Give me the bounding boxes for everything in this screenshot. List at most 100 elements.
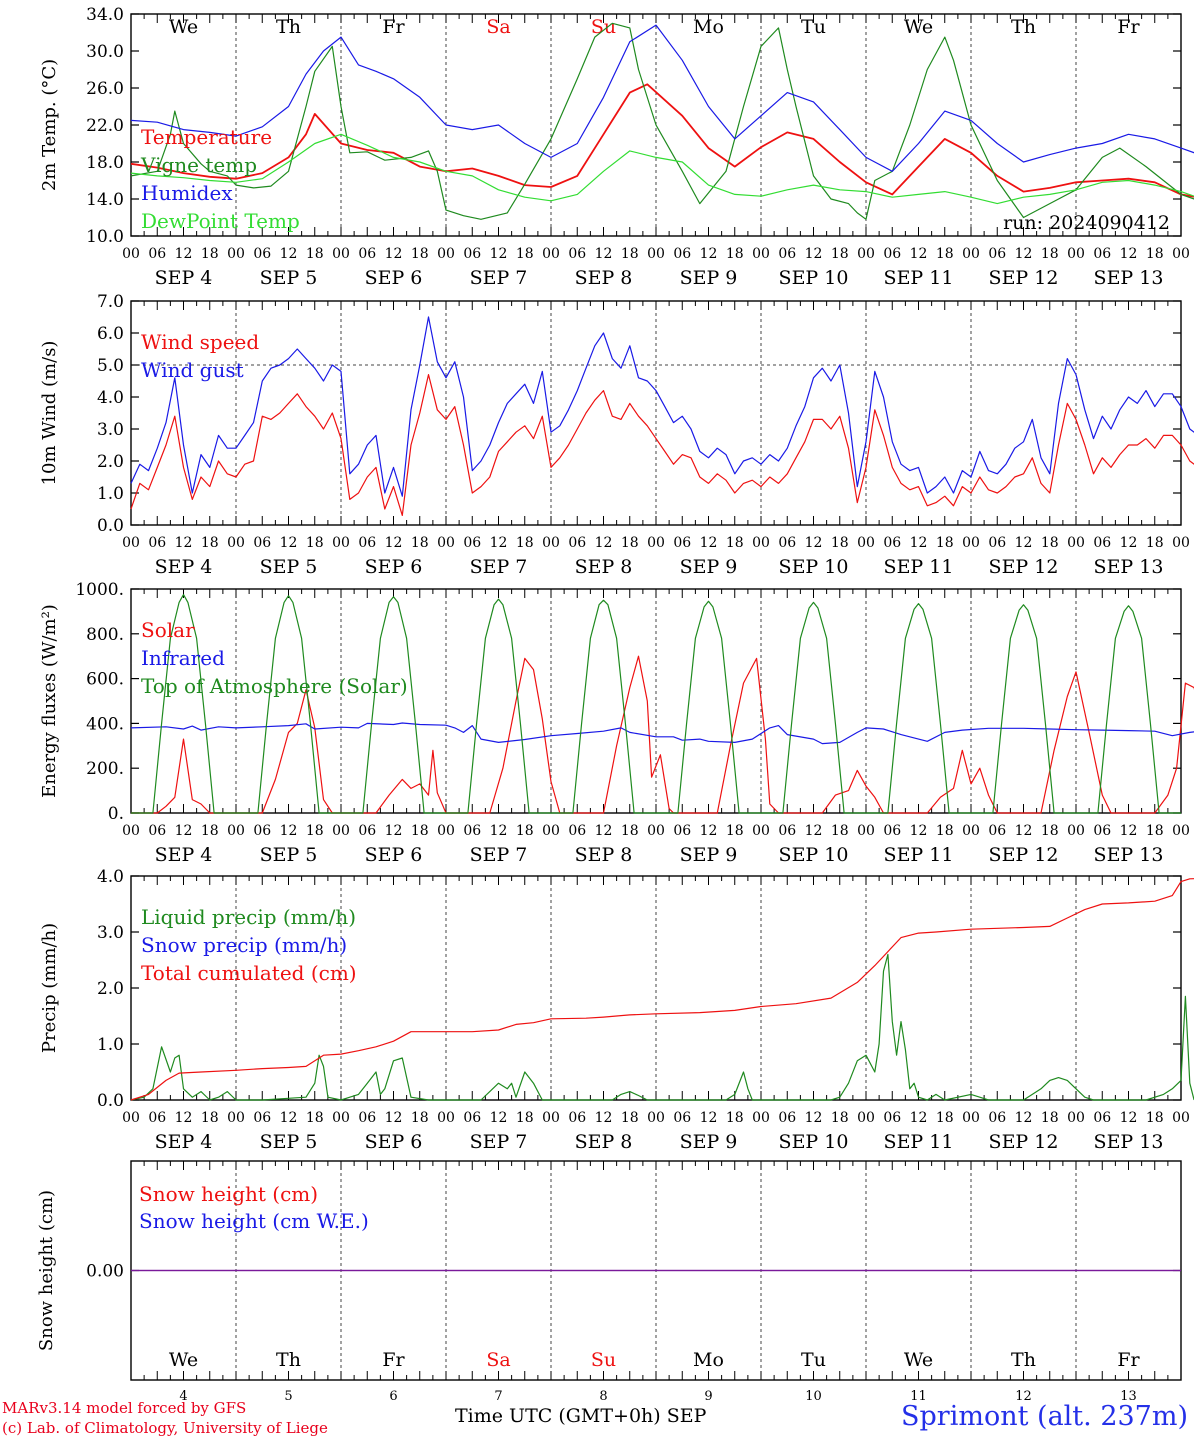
temp-hour-label: 06	[463, 246, 481, 262]
precip-date-label: SEP 7	[470, 1131, 528, 1153]
precip-hour-label: 06	[358, 1110, 376, 1126]
energy-legend-label: Infrared	[141, 646, 225, 670]
lab-credit: (c) Lab. of Climatology, University of L…	[2, 1419, 328, 1437]
temp-hour-label: 12	[490, 246, 508, 262]
wind-hour-label: 12	[385, 535, 403, 551]
temp-hour-label: 06	[778, 246, 796, 262]
wind-hour-label: 12	[1015, 535, 1033, 551]
energy-hour-label: 00	[227, 823, 245, 839]
energy-hour-label: 00	[122, 823, 140, 839]
precip-date-label: SEP 4	[155, 1131, 213, 1153]
snow-weekday-label: We	[169, 1349, 198, 1371]
wind-hour-label: 06	[148, 535, 166, 551]
snow-ylabel: Snow height (cm)	[36, 1190, 57, 1351]
temp-hour-label: 12	[1120, 246, 1138, 262]
wind-hour-label: 06	[988, 535, 1006, 551]
precip-ytick-label: 4.0	[97, 867, 124, 887]
energy-hour-label: 18	[411, 823, 429, 839]
panel-energy: 0. 200. 400. 600. 800. 1000. Energy fluxes (W/…	[39, 580, 1194, 866]
snow-weekday-label: Sa	[486, 1349, 510, 1371]
precip-hour-label: 18	[411, 1110, 429, 1126]
wind-hour-label: 00	[332, 535, 350, 551]
precip-date-label: SEP 6	[365, 1131, 423, 1153]
snow-legend-label: Snow height (cm W.E.)	[139, 1209, 369, 1233]
precip-hour-label: 12	[700, 1110, 718, 1126]
precip-hour-label: 18	[1041, 1110, 1059, 1126]
temp-hour-label: 06	[673, 246, 691, 262]
energy-series-line-1	[130, 722, 1194, 745]
wind-hour-label: 00	[1172, 535, 1190, 551]
temp-hour-label: 06	[988, 246, 1006, 262]
temp-run-label: run: 2024090412	[1003, 212, 1170, 234]
precip-hour-label: 12	[1015, 1110, 1033, 1126]
snow-weekday-label: Fr	[382, 1349, 405, 1371]
wind-ytick-label: 5.0	[97, 356, 124, 376]
wind-hour-label: 12	[175, 535, 193, 551]
temp-weekday-label: We	[904, 16, 933, 38]
precip-hour-label: 12	[385, 1110, 403, 1126]
precip-date-label: SEP 11	[884, 1131, 954, 1153]
wind-date-label: SEP 11	[884, 556, 954, 578]
precip-date-label: SEP 5	[260, 1131, 318, 1153]
energy-hour-label: 18	[516, 823, 534, 839]
precip-hour-label: 06	[568, 1110, 586, 1126]
temp-hour-label: 06	[568, 246, 586, 262]
energy-hour-label: 06	[358, 823, 376, 839]
energy-ytick-label: 400.	[86, 714, 124, 734]
energy-hour-label: 06	[673, 823, 691, 839]
precip-hour-label: 18	[516, 1110, 534, 1126]
precip-hour-label: 18	[936, 1110, 954, 1126]
energy-hour-label: 18	[1146, 823, 1164, 839]
wind-hour-label: 18	[621, 535, 639, 551]
energy-hour-label: 06	[568, 823, 586, 839]
temp-date-label: SEP 5	[260, 267, 318, 289]
energy-date-label: SEP 11	[884, 844, 954, 866]
precip-hour-label: 18	[726, 1110, 744, 1126]
temp-ytick-label: 30.0	[86, 42, 124, 62]
wind-hour-label: 06	[778, 535, 796, 551]
energy-date-label: SEP 6	[365, 844, 423, 866]
temp-hour-label: 00	[752, 246, 770, 262]
energy-hour-label: 12	[595, 823, 613, 839]
wind-hour-label: 12	[280, 535, 298, 551]
temp-hour-label: 00	[437, 246, 455, 262]
energy-hour-label: 12	[805, 823, 823, 839]
temp-ytick-label: 18.0	[86, 153, 124, 173]
wind-ytick-label: 0.0	[97, 516, 124, 536]
energy-date-label: SEP 12	[989, 844, 1059, 866]
precip-hour-label: 06	[1093, 1110, 1111, 1126]
energy-hour-label: 00	[647, 823, 665, 839]
temp-hour-label: 18	[516, 246, 534, 262]
temp-date-label: SEP 6	[365, 267, 423, 289]
temp-weekday-label: Th	[276, 16, 301, 38]
snow-weekday-label: Tu	[801, 1349, 826, 1371]
energy-ytick-label: 800.	[86, 625, 124, 645]
energy-hour-label: 00	[962, 823, 980, 839]
temp-date-label: SEP 7	[470, 267, 528, 289]
wind-date-label: SEP 4	[155, 556, 213, 578]
energy-series-line-2	[131, 594, 1181, 814]
temp-weekday-label: Sa	[486, 16, 510, 38]
energy-ylabel: Energy fluxes (W/m²)	[39, 604, 60, 798]
temp-hour-label: 06	[148, 246, 166, 262]
wind-series-line-0	[130, 374, 1194, 516]
wind-legend-label: Wind gust	[141, 358, 244, 382]
energy-date-label: SEP 13	[1094, 844, 1164, 866]
wind-hour-label: 00	[962, 535, 980, 551]
energy-ytick-label: 1000.	[75, 580, 124, 600]
temp-hour-label: 18	[936, 246, 954, 262]
temp-hour-label: 00	[227, 246, 245, 262]
wind-date-label: SEP 13	[1094, 556, 1164, 578]
model-credit: MARv3.14 model forced by GFS	[2, 1399, 247, 1417]
wind-hour-label: 12	[805, 535, 823, 551]
wind-hour-label: 06	[358, 535, 376, 551]
wind-date-label: SEP 6	[365, 556, 423, 578]
energy-hour-label: 12	[175, 823, 193, 839]
precip-ytick-label: 0.0	[97, 1091, 124, 1111]
temp-hour-label: 12	[805, 246, 823, 262]
energy-date-label: SEP 9	[680, 844, 738, 866]
precip-hour-label: 00	[1067, 1110, 1085, 1126]
wind-series-line-1	[130, 316, 1194, 497]
wind-hour-label: 18	[1041, 535, 1059, 551]
precip-hour-label: 12	[910, 1110, 928, 1126]
